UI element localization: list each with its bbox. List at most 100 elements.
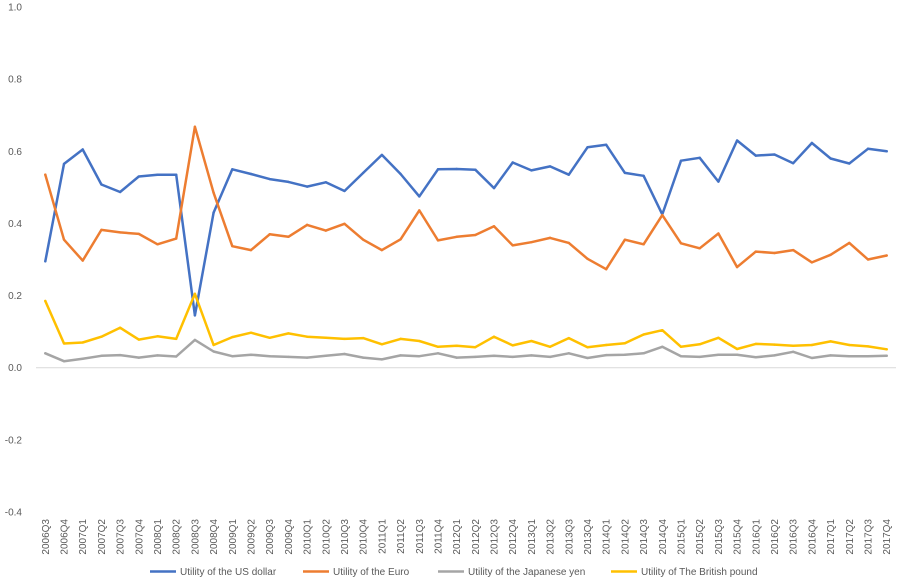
data-point bbox=[773, 343, 776, 346]
x-tick-label: 2007Q2 bbox=[97, 519, 108, 555]
series-line bbox=[44, 338, 888, 363]
x-tick-label: 2010Q1 bbox=[303, 519, 314, 555]
x-tick-label: 2011Q3 bbox=[415, 519, 426, 554]
data-point bbox=[605, 353, 608, 357]
data-point bbox=[530, 354, 533, 357]
data-point bbox=[829, 354, 832, 357]
series-2 bbox=[44, 338, 888, 363]
data-point bbox=[623, 171, 627, 175]
data-point bbox=[175, 355, 178, 358]
data-point bbox=[530, 169, 533, 172]
data-point bbox=[754, 154, 757, 157]
x-tick-label: 2009Q2 bbox=[247, 519, 258, 555]
data-point bbox=[268, 233, 271, 236]
data-point bbox=[44, 299, 47, 303]
data-point bbox=[418, 339, 421, 343]
data-point bbox=[698, 247, 701, 250]
data-point bbox=[193, 125, 197, 128]
data-point bbox=[511, 161, 514, 164]
data-point bbox=[866, 345, 870, 348]
x-tick-label: 2012Q1 bbox=[452, 519, 463, 555]
data-point bbox=[492, 186, 496, 190]
x-tick-label: 2017Q3 bbox=[863, 519, 874, 555]
data-point bbox=[175, 173, 178, 176]
series-0 bbox=[44, 139, 888, 317]
y-tick-label: 0.6 bbox=[8, 147, 22, 158]
y-tick-label: 0.0 bbox=[8, 363, 22, 374]
x-tick-label: 2011Q2 bbox=[396, 519, 407, 554]
y-tick-label: 1.0 bbox=[8, 3, 22, 14]
data-point bbox=[44, 173, 47, 176]
data-point bbox=[810, 356, 814, 360]
x-tick-label: 2016Q3 bbox=[789, 519, 800, 555]
data-point bbox=[343, 352, 346, 356]
data-point bbox=[679, 345, 683, 348]
x-tick-label: 2009Q4 bbox=[284, 519, 295, 555]
data-point bbox=[548, 236, 552, 240]
data-point bbox=[231, 168, 234, 171]
data-point bbox=[287, 332, 290, 335]
data-point bbox=[81, 148, 84, 151]
data-point bbox=[100, 183, 103, 186]
data-point bbox=[698, 355, 701, 359]
data-point bbox=[586, 146, 589, 149]
data-point bbox=[305, 356, 309, 359]
data-point bbox=[249, 248, 253, 252]
data-point bbox=[249, 353, 253, 356]
x-tick-label: 2016Q2 bbox=[770, 519, 781, 555]
data-point bbox=[193, 338, 197, 342]
data-point bbox=[642, 333, 645, 336]
data-point bbox=[698, 156, 701, 159]
data-point bbox=[399, 337, 402, 341]
x-tick-label: 2016Q1 bbox=[751, 519, 762, 555]
data-point bbox=[791, 248, 795, 252]
data-point bbox=[380, 343, 384, 346]
data-point bbox=[735, 353, 739, 356]
data-point bbox=[231, 244, 234, 248]
data-point bbox=[567, 241, 571, 245]
data-point bbox=[380, 358, 384, 361]
data-point bbox=[661, 329, 664, 332]
series-3 bbox=[44, 292, 888, 351]
data-point bbox=[717, 232, 720, 235]
data-point bbox=[474, 355, 477, 359]
data-point bbox=[810, 343, 814, 347]
x-tick-label: 2014Q3 bbox=[639, 519, 650, 555]
legend-item: Utility of the Japanese yen bbox=[438, 567, 585, 578]
y-tick-label: 0.4 bbox=[8, 219, 22, 230]
data-point bbox=[62, 360, 66, 363]
data-point bbox=[62, 162, 66, 166]
data-point bbox=[268, 354, 271, 358]
x-tick-label: 2013Q2 bbox=[546, 519, 557, 555]
data-point bbox=[885, 150, 888, 153]
data-point bbox=[791, 344, 795, 347]
x-tick-label: 2012Q2 bbox=[471, 519, 482, 555]
data-point bbox=[249, 331, 253, 334]
x-tick-label: 2014Q4 bbox=[658, 519, 669, 555]
x-tick-label: 2008Q1 bbox=[153, 519, 164, 555]
data-point bbox=[361, 336, 365, 340]
data-point bbox=[455, 167, 458, 171]
data-point bbox=[455, 235, 458, 238]
y-tick-label: 0.2 bbox=[8, 291, 22, 302]
data-point bbox=[735, 139, 739, 142]
data-point bbox=[118, 353, 122, 357]
x-axis-ticks: 2006Q3 2006Q4 2007Q1 2007Q2 2007Q3 2007Q4 2008… bbox=[41, 519, 893, 555]
data-point bbox=[605, 343, 608, 347]
y-tick-label: -0.2 bbox=[5, 435, 23, 446]
data-point bbox=[399, 238, 402, 241]
data-point bbox=[324, 354, 327, 358]
data-point bbox=[436, 345, 440, 348]
x-tick-label: 2009Q3 bbox=[265, 519, 276, 555]
data-point bbox=[548, 165, 552, 168]
legend: Utility of the US dollar Utility of the E… bbox=[150, 567, 758, 578]
data-point bbox=[231, 354, 234, 358]
series-lines bbox=[44, 125, 888, 363]
data-point bbox=[137, 232, 141, 236]
data-point bbox=[156, 173, 159, 176]
data-point bbox=[754, 356, 757, 359]
data-point bbox=[361, 238, 365, 241]
data-point bbox=[287, 235, 290, 238]
data-point bbox=[623, 353, 627, 356]
